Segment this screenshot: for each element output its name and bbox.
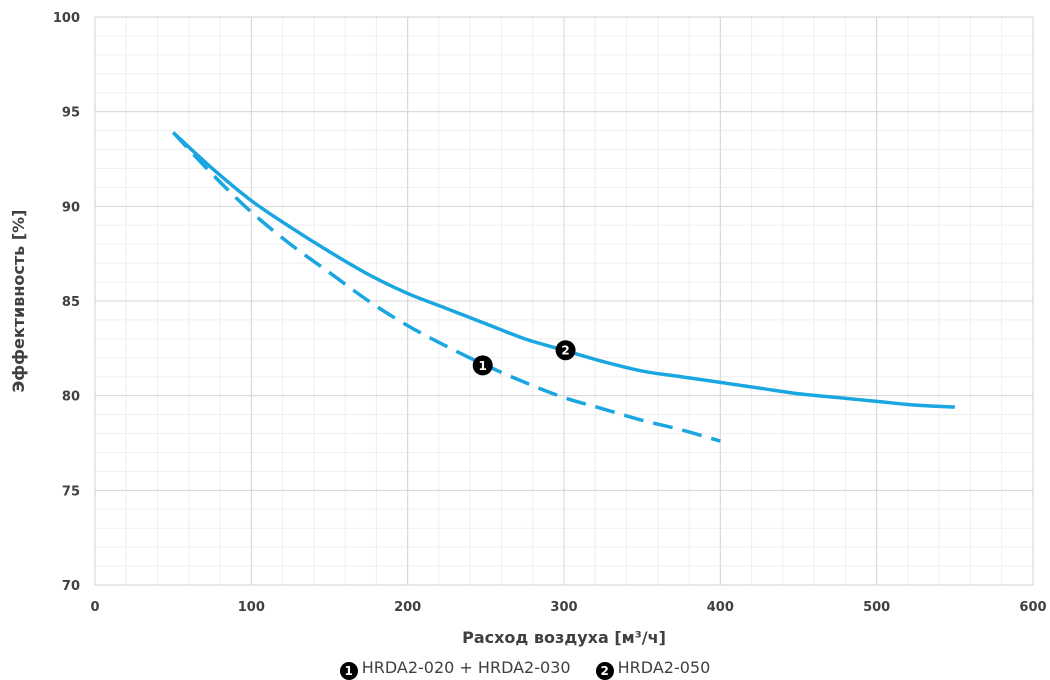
legend-label-1: HRDA2-020 + HRDA2-030 [361, 658, 571, 677]
y-axis-title: Эффективность [%] [9, 210, 28, 393]
x-tick-label: 200 [394, 600, 421, 615]
y-tick-label: 95 [62, 106, 80, 121]
series-marker-label-2: 2 [561, 344, 569, 358]
x-tick-label: 100 [238, 600, 265, 615]
legend-badge-2: 2 [595, 662, 614, 680]
x-axis-title: Расход воздуха [м³/ч] [462, 628, 666, 647]
y-tick-label: 75 [62, 484, 80, 499]
series-marker-2 [555, 340, 576, 361]
marker-layer: 12 [472, 340, 576, 376]
series-line-1 [171, 131, 721, 443]
y-tick-label: 80 [62, 390, 80, 405]
y-tick-label: 100 [53, 11, 80, 26]
x-tick-label: 500 [863, 600, 890, 615]
legend-label-2: HRDA2-050 [617, 658, 711, 677]
x-tick-label: 600 [1019, 600, 1046, 615]
y-tick-labels: 70 75 80 85 90 95 100 [53, 11, 80, 594]
series-marker-1 [472, 355, 493, 376]
legend: 1 HRDA2-020 + HRDA2-030 2 HRDA2-050 [0, 658, 1050, 680]
y-tick-label: 85 [62, 295, 80, 310]
x-tick-label: 400 [707, 600, 734, 615]
legend-item-series-2: 2 HRDA2-050 [595, 658, 711, 680]
x-tick-label: 300 [550, 600, 577, 615]
x-tick-label: 0 [90, 600, 99, 615]
legend-badge-1: 1 [339, 662, 358, 680]
legend-item-series-1: 1 HRDA2-020 + HRDA2-030 [339, 658, 571, 680]
y-tick-label: 90 [62, 200, 80, 215]
plot-area-border [94, 16, 1034, 586]
series-marker-label-1: 1 [479, 359, 487, 373]
x-tick-labels: 0 100 200 300 400 500 600 [90, 600, 1046, 615]
major-grid [94, 16, 1034, 586]
y-tick-label: 70 [62, 579, 80, 594]
